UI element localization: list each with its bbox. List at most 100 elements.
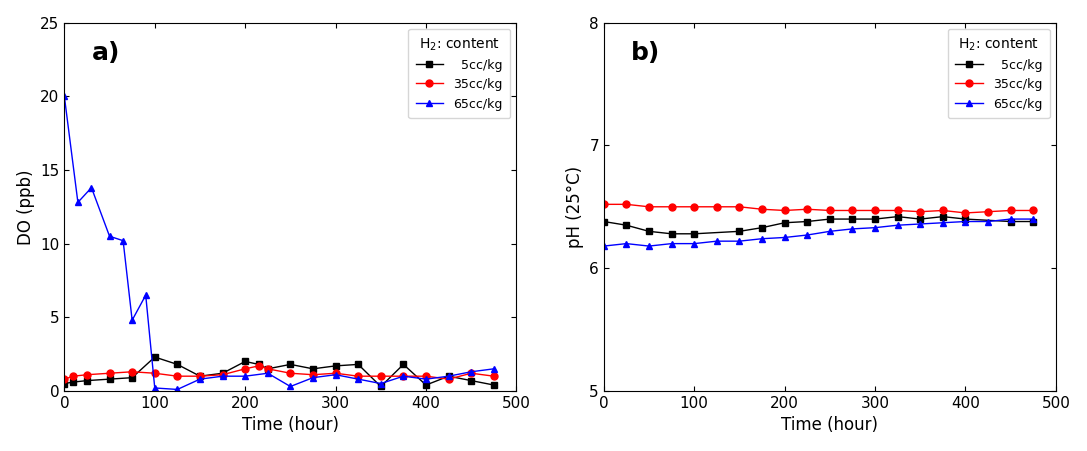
35cc/kg [126, 369, 139, 374]
35cc/kg [284, 371, 297, 376]
  5cc/kg [846, 216, 859, 222]
35cc/kg [801, 207, 814, 212]
  5cc/kg [465, 378, 478, 383]
35cc/kg [665, 204, 678, 210]
  5cc/kg [374, 384, 387, 389]
65cc/kg [710, 239, 723, 244]
  5cc/kg [420, 382, 433, 388]
65cc/kg [397, 373, 410, 379]
35cc/kg [597, 202, 610, 207]
Line: 35cc/kg: 35cc/kg [61, 363, 498, 382]
35cc/kg [755, 207, 769, 212]
65cc/kg [239, 373, 252, 379]
Line: 35cc/kg: 35cc/kg [600, 201, 1037, 216]
65cc/kg [959, 219, 972, 224]
  5cc/kg [642, 229, 655, 234]
  5cc/kg [936, 214, 949, 219]
  5cc/kg [914, 216, 927, 222]
  5cc/kg [67, 379, 80, 385]
35cc/kg [193, 373, 207, 379]
  5cc/kg [733, 229, 746, 234]
  5cc/kg [252, 362, 265, 367]
  5cc/kg [261, 366, 274, 372]
X-axis label: Time (hour): Time (hour) [782, 416, 878, 434]
35cc/kg [465, 371, 478, 376]
35cc/kg [642, 204, 655, 210]
35cc/kg [252, 363, 265, 368]
65cc/kg [148, 385, 161, 391]
  5cc/kg [329, 363, 342, 368]
Legend:   5cc/kg, 35cc/kg, 65cc/kg: 5cc/kg, 35cc/kg, 65cc/kg [948, 29, 1050, 118]
  5cc/kg [688, 231, 701, 236]
35cc/kg [1004, 208, 1017, 213]
35cc/kg [80, 372, 93, 377]
Legend:   5cc/kg, 35cc/kg, 65cc/kg: 5cc/kg, 35cc/kg, 65cc/kg [409, 29, 510, 118]
  5cc/kg [487, 382, 500, 388]
65cc/kg [307, 375, 320, 380]
65cc/kg [620, 241, 633, 246]
65cc/kg [1027, 216, 1040, 222]
35cc/kg [374, 373, 387, 379]
65cc/kg [420, 377, 433, 382]
  5cc/kg [284, 362, 297, 367]
35cc/kg [420, 373, 433, 379]
65cc/kg [846, 226, 859, 232]
  5cc/kg [58, 381, 71, 386]
  5cc/kg [778, 220, 791, 226]
Text: a): a) [91, 41, 120, 65]
  5cc/kg [620, 222, 633, 228]
  5cc/kg [891, 214, 904, 219]
  5cc/kg [171, 362, 184, 367]
Y-axis label: pH (25°C): pH (25°C) [565, 166, 584, 248]
  5cc/kg [307, 366, 320, 372]
35cc/kg [487, 373, 500, 379]
Line:   5cc/kg: 5cc/kg [600, 213, 1037, 237]
65cc/kg [139, 292, 152, 298]
65cc/kg [823, 229, 836, 234]
65cc/kg [936, 220, 949, 226]
35cc/kg [239, 366, 252, 372]
35cc/kg [103, 371, 116, 376]
65cc/kg [688, 241, 701, 246]
65cc/kg [597, 244, 610, 249]
35cc/kg [733, 204, 746, 210]
Line: 65cc/kg: 65cc/kg [61, 93, 498, 393]
65cc/kg [116, 238, 129, 244]
65cc/kg [487, 366, 500, 372]
  5cc/kg [823, 216, 836, 222]
  5cc/kg [442, 373, 455, 379]
Line: 65cc/kg: 65cc/kg [600, 216, 1037, 249]
Text: b): b) [630, 41, 660, 65]
35cc/kg [846, 208, 859, 213]
65cc/kg [126, 318, 139, 323]
65cc/kg [171, 387, 184, 392]
65cc/kg [442, 373, 455, 379]
35cc/kg [823, 208, 836, 213]
  5cc/kg [597, 219, 610, 224]
35cc/kg [869, 208, 882, 213]
35cc/kg [442, 377, 455, 382]
  5cc/kg [397, 362, 410, 367]
  5cc/kg [1027, 219, 1040, 224]
35cc/kg [620, 202, 633, 207]
35cc/kg [959, 210, 972, 216]
35cc/kg [148, 371, 161, 376]
65cc/kg [284, 384, 297, 389]
65cc/kg [193, 377, 207, 382]
65cc/kg [216, 373, 229, 379]
35cc/kg [710, 204, 723, 210]
65cc/kg [733, 239, 746, 244]
  5cc/kg [869, 216, 882, 222]
  5cc/kg [1004, 219, 1017, 224]
35cc/kg [936, 208, 949, 213]
35cc/kg [914, 209, 927, 214]
35cc/kg [216, 372, 229, 377]
35cc/kg [307, 372, 320, 377]
65cc/kg [869, 225, 882, 230]
65cc/kg [58, 94, 71, 99]
35cc/kg [688, 204, 701, 210]
65cc/kg [465, 369, 478, 374]
35cc/kg [171, 373, 184, 379]
65cc/kg [261, 371, 274, 376]
35cc/kg [397, 373, 410, 379]
